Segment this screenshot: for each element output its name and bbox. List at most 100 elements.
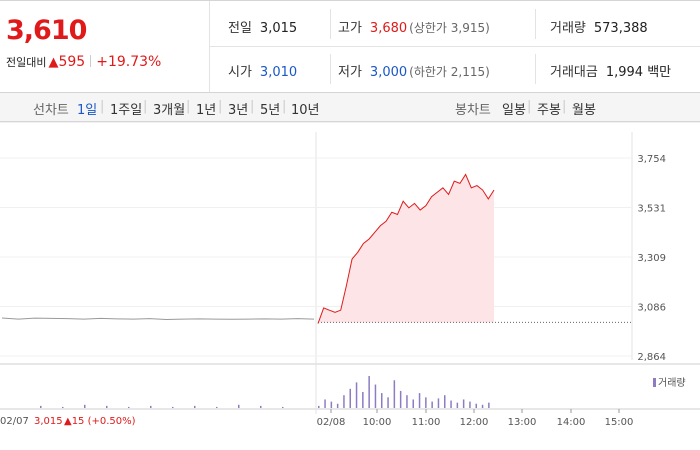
divider: | xyxy=(527,99,532,114)
tab-10y[interactable]: 10년 xyxy=(291,103,320,118)
divider xyxy=(535,54,536,84)
stat-high: 고가 3,680 (상한가 3,915) xyxy=(338,21,490,36)
up-area-fill xyxy=(318,174,494,323)
x-tick-label: 14:00 xyxy=(557,417,586,428)
stat-volume: 거래량 573,388 xyxy=(550,21,648,36)
volume-bar xyxy=(330,401,333,408)
volume-bar xyxy=(481,404,484,408)
volume-bar xyxy=(172,406,174,408)
chart-canvas: 3,754 3,531 3,309 3,086 2,864 02/08 10:00 11:0… xyxy=(0,122,700,428)
x-tick-label: 12:00 xyxy=(460,417,489,428)
y-tick-label: 2,864 xyxy=(637,352,666,363)
tab-monthly-candle[interactable]: 월봉 xyxy=(572,103,596,118)
line-chart-title: 선차트 xyxy=(33,103,69,118)
volume-legend: 거래량 xyxy=(653,374,686,389)
divider xyxy=(330,9,331,39)
change-amount: 595 xyxy=(58,54,86,70)
tab-5y[interactable]: 5년 xyxy=(260,103,281,118)
change-rate: +19.73% xyxy=(96,54,162,70)
volume-bar xyxy=(260,405,262,408)
volume-bars xyxy=(40,376,490,408)
divider: | xyxy=(143,99,148,114)
divider: | xyxy=(186,99,191,114)
volume-bar xyxy=(431,401,433,408)
divider: | xyxy=(100,99,105,114)
tab-1y[interactable]: 1년 xyxy=(196,103,217,118)
x-tick-label: 02/08 xyxy=(317,417,346,428)
divider: | xyxy=(562,99,567,114)
volume-bar xyxy=(282,406,284,408)
time-axis-ticks: 02/08 10:00 11:00 12:00 13:00 14:00 15:00 xyxy=(317,409,634,428)
today-price-line xyxy=(317,173,495,324)
volume-bar xyxy=(488,402,490,408)
price-box: 3,610 전일대비 ▲595 +19.73% xyxy=(0,1,210,93)
prev-day-price-line xyxy=(1,317,315,321)
divider xyxy=(330,54,331,84)
quote-summary: 3,610 전일대비 ▲595 +19.73% 전일 3,015 시가 3,010 고가… xyxy=(0,0,700,93)
volume-bar xyxy=(406,395,408,408)
divider: | xyxy=(218,99,223,114)
volume-bar xyxy=(318,405,320,408)
volume-swatch-icon xyxy=(653,378,656,387)
y-tick-label: 3,309 xyxy=(637,253,666,264)
y-tick-label: 3,086 xyxy=(637,303,666,314)
volume-bar xyxy=(381,393,383,408)
divider xyxy=(90,55,92,67)
prev-day-label: 02/07 xyxy=(0,416,29,427)
stat-low: 저가 3,000 (하한가 2,115) xyxy=(338,65,490,80)
divider: | xyxy=(250,99,255,114)
volume-bar xyxy=(469,401,471,408)
volume-bar xyxy=(437,398,440,408)
volume-bar xyxy=(393,380,396,408)
volume-bar xyxy=(399,390,402,408)
volume-bar xyxy=(349,388,351,408)
candle-chart-title: 봉차트 xyxy=(455,103,491,118)
x-tick-label: 13:00 xyxy=(508,417,537,428)
current-price: 3,610 xyxy=(6,15,87,46)
volume-bar xyxy=(336,403,339,408)
volume-bar xyxy=(150,405,152,408)
volume-bar xyxy=(444,395,446,408)
volume-bar xyxy=(374,384,377,408)
stat-open: 시가 3,010 xyxy=(228,65,298,80)
volume-bar xyxy=(62,406,64,408)
volume-bar xyxy=(106,405,108,408)
stat-amount: 거래대금 1,994 백만 xyxy=(550,65,672,80)
volume-bar xyxy=(84,404,86,408)
price-axis-ticks: 3,754 3,531 3,309 3,086 2,864 xyxy=(637,154,666,363)
up-triangle-icon: ▲ xyxy=(48,55,59,70)
change-row: 전일대비 ▲595 +19.73% xyxy=(6,54,161,70)
x-tick-label: 11:00 xyxy=(412,417,441,428)
divider: | xyxy=(282,99,287,114)
volume-bar xyxy=(418,393,421,408)
tab-1d[interactable]: 1일 xyxy=(77,103,98,118)
stat-prev-close: 전일 3,015 xyxy=(228,21,298,36)
volume-bar xyxy=(450,400,452,408)
intraday-chart: 3,754 3,531 3,309 3,086 2,864 02/08 10:00 11:0… xyxy=(0,122,700,450)
volume-bar xyxy=(456,402,459,408)
tab-3y[interactable]: 3년 xyxy=(228,103,249,118)
prev-day-change: ▲15 (+0.50%) xyxy=(64,416,136,427)
tab-weekly-candle[interactable]: 주봉 xyxy=(537,103,561,118)
change-label: 전일대비 xyxy=(6,56,47,69)
tab-3m[interactable]: 3개월 xyxy=(153,103,186,118)
volume-bar xyxy=(412,399,414,408)
volume-bar xyxy=(362,392,364,408)
divider xyxy=(210,46,700,47)
volume-bar xyxy=(387,397,389,408)
volume-bar xyxy=(216,406,218,408)
volume-bar xyxy=(238,404,240,408)
divider xyxy=(535,9,536,39)
volume-bar xyxy=(343,395,345,408)
volume-bar xyxy=(194,405,196,408)
x-tick-label: 10:00 xyxy=(363,417,392,428)
tab-daily-candle[interactable]: 일봉 xyxy=(502,103,526,118)
price-gridlines xyxy=(0,157,632,357)
chart-tab-bar: 선차트 1일 | 1주일 | 3개월 | 1년 | 3년 | 5년 | 10년 … xyxy=(0,92,700,122)
volume-bar xyxy=(462,399,465,408)
x-tick-label: 15:00 xyxy=(605,417,634,428)
y-tick-label: 3,531 xyxy=(637,204,666,215)
volume-bar xyxy=(355,382,358,408)
tab-1w[interactable]: 1주일 xyxy=(110,103,143,118)
volume-bar xyxy=(324,399,326,408)
